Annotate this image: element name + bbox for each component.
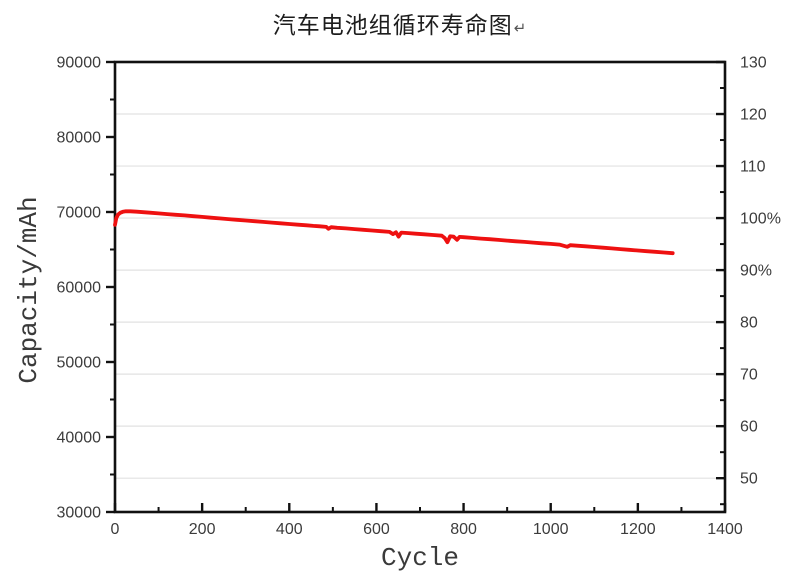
chart-title: 汽车电池组循环寿命图↵: [0, 6, 800, 40]
x-tick-label: 200: [189, 521, 216, 538]
x-tick-label: 400: [276, 521, 303, 538]
y-left-tick-label: 30000: [57, 505, 102, 522]
y-left-tick-label: 80000: [57, 130, 102, 147]
y-left-tick-label: 50000: [57, 355, 102, 372]
x-tick-label: 1200: [620, 521, 656, 538]
y-right-tick-label: 80: [740, 315, 758, 332]
y-left-tick-label: 70000: [57, 205, 102, 222]
x-tick-label: 1400: [707, 521, 743, 538]
y-right-tick-label: 90%: [740, 263, 772, 280]
y-left-tick-label: 40000: [57, 430, 102, 447]
y-right-tick-label: 130: [740, 55, 767, 72]
y-right-tick-label: 70: [740, 367, 758, 384]
y-right-tick-label: 60: [740, 419, 758, 436]
x-tick-label: 0: [111, 521, 120, 538]
y-left-tick-label: 90000: [57, 55, 102, 72]
plot-border: [113, 60, 727, 514]
x-tick-label: 800: [450, 521, 477, 538]
x-axis-title: Cycle: [380, 543, 459, 573]
y-right-tick-label: 110: [740, 159, 766, 176]
y-right-tick-label: 100%: [740, 211, 781, 228]
chart-title-text: 汽车电池组循环寿命图: [272, 13, 513, 39]
x-tick-label: 1000: [533, 521, 569, 538]
y-left-tick-label: 60000: [57, 280, 102, 297]
x-tick-label: 600: [363, 521, 390, 538]
paragraph-return-mark: ↵: [513, 19, 528, 37]
capacity-curve: [113, 209, 675, 256]
y-right-tick-label: 120: [740, 107, 767, 124]
y-right-tick-label: 50: [740, 471, 758, 488]
y-axis-title-left: Capacity/mAh: [14, 196, 44, 384]
